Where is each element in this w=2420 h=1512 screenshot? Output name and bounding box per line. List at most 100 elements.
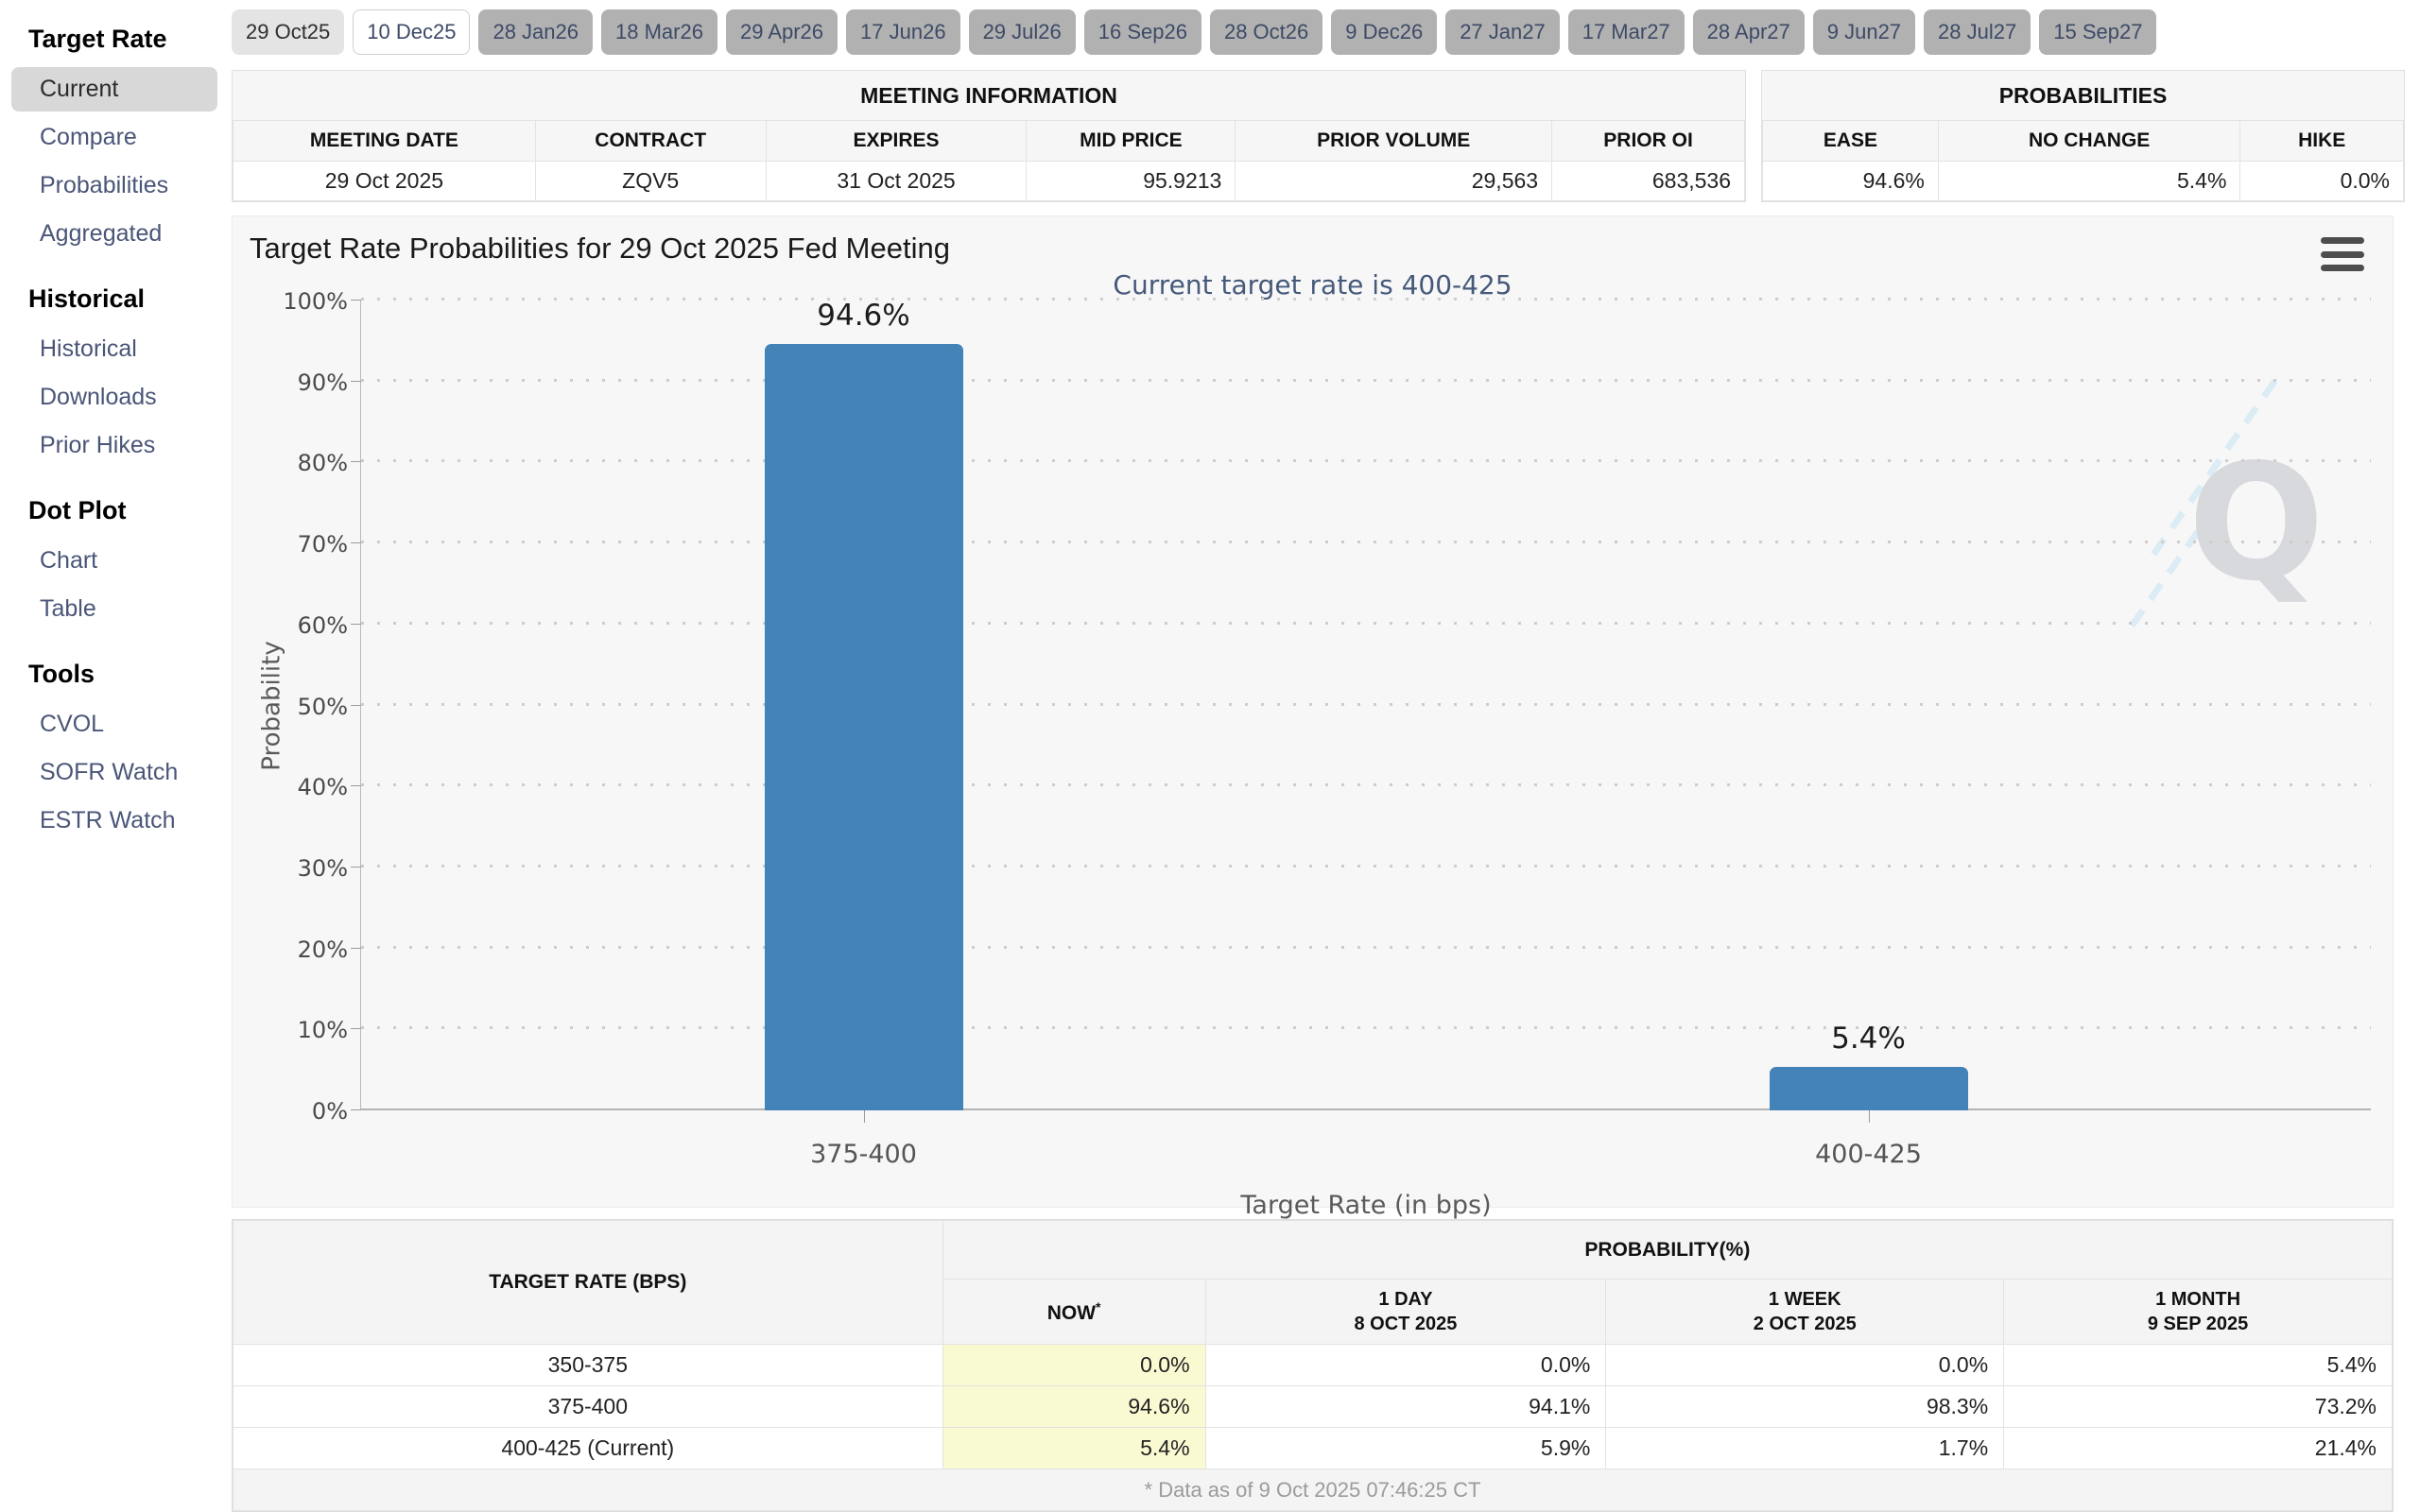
tab-16-sep26[interactable]: 16 Sep26 — [1083, 9, 1201, 55]
ease-value: 94.6% — [1762, 161, 1939, 201]
gridline — [361, 945, 2371, 949]
info-row: MEETING INFORMATION MEETING DATE CONTRAC… — [232, 70, 2405, 202]
now-footnote-mark: * — [1096, 1298, 1101, 1314]
sidebar-item-probabilities[interactable]: Probabilities — [40, 172, 169, 198]
x-axis-title: Target Rate (in bps) — [1240, 1191, 1492, 1220]
meeting-information-row: 29 Oct 2025 ZQV5 31 Oct 2025 95.9213 29,… — [233, 161, 1745, 201]
sidebar-section-target-rate: Target Rate — [28, 25, 167, 53]
tab-10-dec25[interactable]: 10 Dec25 — [353, 9, 471, 55]
prior-volume-value: 29,563 — [1235, 161, 1553, 201]
now-value-cell: 94.6% — [942, 1385, 1206, 1428]
gridline — [361, 783, 2371, 787]
sidebar-item-current[interactable]: Current — [11, 67, 217, 112]
tab-28-jul27[interactable]: 28 Jul27 — [1924, 9, 2031, 55]
col-header-1-month-line2: 9 SEP 2025 — [2147, 1314, 2249, 1334]
y-tick-label: 60% — [297, 611, 348, 639]
y-tick-mark — [351, 300, 361, 301]
one-week-value-cell: 1.7% — [1605, 1427, 2005, 1469]
col-header-1-week-line2: 2 OCT 2025 — [1753, 1314, 1857, 1334]
prior-oi-value: 683,536 — [1551, 161, 1745, 201]
tab-29-oct25[interactable]: 29 Oct25 — [232, 9, 345, 55]
y-tick-label: 50% — [297, 693, 348, 720]
chart-subtitle: Current target rate is 400-425 — [1113, 269, 1512, 301]
gridline — [361, 1108, 2371, 1110]
sidebar-section-historical: Historical — [28, 284, 146, 313]
tab-29-jul26[interactable]: 29 Jul26 — [968, 9, 1076, 55]
one-day-value-cell: 94.1% — [1204, 1385, 1607, 1428]
sidebar-section-tools: Tools — [28, 660, 95, 688]
one-day-value-cell: 0.0% — [1204, 1344, 1607, 1386]
one-week-value-cell: 0.0% — [1605, 1344, 2005, 1386]
y-tick-mark — [351, 461, 361, 463]
rate-range-cell: 400-425 (Current) — [233, 1427, 943, 1469]
mid-price-value: 95.9213 — [1026, 161, 1236, 201]
tab-28-oct26[interactable]: 28 Oct26 — [1209, 9, 1323, 55]
y-tick-label: 0% — [311, 1098, 348, 1125]
gridline — [361, 702, 2371, 706]
sidebar-section-dot-plot: Dot Plot — [28, 496, 127, 524]
y-tick-label: 80% — [297, 450, 348, 477]
y-tick-label: 100% — [283, 288, 348, 315]
gridline — [361, 541, 2371, 544]
y-tick-mark — [351, 380, 361, 382]
x-tick-label: 375-400 — [810, 1140, 917, 1169]
tab-15-sep27[interactable]: 15 Sep27 — [2039, 9, 2157, 55]
sidebar-item-prior-hikes[interactable]: Prior Hikes — [40, 432, 156, 458]
probabilities-row: 94.6% 5.4% 0.0% — [1762, 161, 2404, 201]
tab-29-apr26[interactable]: 29 Apr26 — [725, 9, 838, 55]
tab-18-mar26[interactable]: 18 Mar26 — [601, 9, 717, 55]
sidebar-item-historical[interactable]: Historical — [40, 335, 137, 362]
tab-28-jan26[interactable]: 28 Jan26 — [478, 9, 593, 55]
y-tick-label: 30% — [297, 854, 348, 882]
x-tick-mark — [1868, 1110, 1870, 1123]
gridline — [361, 864, 2371, 868]
chart-title: Target Rate Probabilities for 29 Oct 202… — [250, 232, 950, 265]
gridline — [361, 378, 2371, 382]
y-tick-label: 20% — [297, 936, 348, 963]
y-tick-mark — [351, 785, 361, 787]
sidebar-item-chart[interactable]: Chart — [40, 547, 98, 574]
contract-value: ZQV5 — [534, 161, 767, 201]
x-tick-label: 400-425 — [1815, 1140, 1922, 1169]
watermark-q-letter: Q — [2187, 430, 2325, 617]
tab-17-jun26[interactable]: 17 Jun26 — [846, 9, 960, 55]
now-label: NOW — [1046, 1301, 1097, 1324]
sidebar-item-downloads[interactable]: Downloads — [40, 384, 157, 410]
y-tick-mark — [351, 704, 361, 706]
rate-range-cell: 375-400 — [233, 1385, 943, 1428]
col-header-1-day: 1 DAY 8 OCT 2025 — [1204, 1279, 1607, 1345]
y-tick-mark — [351, 947, 361, 949]
footnote-row: * Data as of 9 Oct 2025 07:46:25 CT — [233, 1469, 2393, 1511]
bar-value-label: 5.4% — [1831, 1021, 1906, 1056]
one-week-value-cell: 98.3% — [1605, 1385, 2005, 1428]
one-month-value-cell: 5.4% — [2003, 1344, 2393, 1386]
tab-27-jan27[interactable]: 27 Jan27 — [1445, 9, 1560, 55]
one-day-value-cell: 5.9% — [1204, 1427, 1607, 1469]
chart-menu-button[interactable] — [2321, 237, 2364, 271]
probability-bar — [764, 344, 963, 1110]
tab-9-dec26[interactable]: 9 Dec26 — [1331, 9, 1438, 55]
sidebar-item-cvol[interactable]: CVOL — [40, 711, 105, 737]
sidebar-item-estr-watch[interactable]: ESTR Watch — [40, 807, 176, 833]
y-tick-label: 10% — [297, 1017, 348, 1044]
y-tick-mark — [351, 866, 361, 868]
sidebar-item-table[interactable]: Table — [40, 595, 96, 622]
gridline — [361, 298, 2371, 301]
sidebar-item-sofr-watch[interactable]: SOFR Watch — [40, 759, 179, 785]
sidebar-item-compare[interactable]: Compare — [40, 124, 137, 150]
meeting-date-value: 29 Oct 2025 — [233, 161, 536, 201]
col-header-1-month: 1 MONTH 9 SEP 2025 — [2003, 1279, 2393, 1345]
meeting-date-tabbar: 29 Oct25 10 Dec25 28 Jan26 18 Mar26 29 A… — [232, 9, 2405, 55]
tab-17-mar27[interactable]: 17 Mar27 — [1567, 9, 1685, 55]
hike-value: 0.0% — [2239, 161, 2404, 201]
sidebar-item-aggregated[interactable]: Aggregated — [40, 220, 163, 247]
col-header-expires: EXPIRES — [765, 120, 1028, 162]
col-header-mid-price: MID PRICE — [1026, 120, 1236, 162]
one-month-value-cell: 73.2% — [2003, 1385, 2393, 1428]
meeting-information-table: MEETING DATE CONTRACT EXPIRES MID PRICE … — [233, 120, 1745, 201]
tab-28-apr27[interactable]: 28 Apr27 — [1692, 9, 1805, 55]
col-header-prior-volume: PRIOR VOLUME — [1235, 120, 1553, 162]
sidebar: Target Rate Current Compare Probabilitie… — [0, 0, 224, 1512]
tab-9-jun27[interactable]: 9 Jun27 — [1812, 9, 1916, 55]
